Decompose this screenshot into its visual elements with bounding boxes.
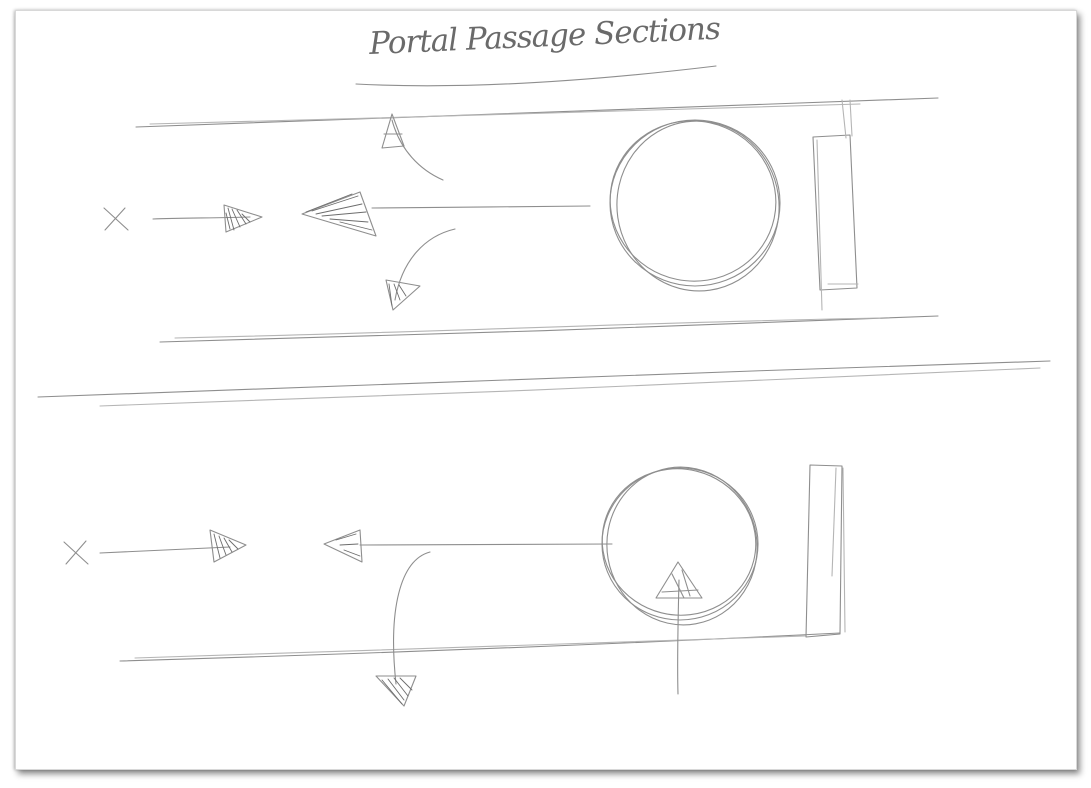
upper-barrier-plate (812, 99, 859, 311)
upper-top-wall (135, 97, 939, 128)
lower-bottom-wall-stroke2 (134, 635, 806, 659)
lower-start-path (99, 546, 231, 554)
upper-start-path (152, 216, 251, 220)
lower-right-arrow-icon (209, 529, 247, 563)
lower-portal-circle (601, 466, 759, 626)
title-underline (355, 65, 717, 87)
lower-down-arrow-icon (375, 675, 417, 707)
upper-right-arrow-icon (223, 204, 263, 233)
upper-bottom-wall (159, 315, 939, 343)
lower-incoming-ray (359, 543, 613, 546)
section-divider-stroke2 (99, 367, 1041, 407)
section-divider (37, 360, 1051, 398)
lower-section: X (63, 464, 846, 707)
upper-portal-circle (609, 119, 781, 292)
lower-left-arrow-icon (323, 529, 363, 563)
lower-start-x-marker (63, 540, 89, 565)
upper-up-arrow-icon (381, 113, 405, 149)
lower-up-arrow-icon (655, 561, 703, 599)
lower-up-path (677, 579, 680, 695)
upper-section: X (103, 97, 939, 343)
upper-start-x-marker (103, 207, 129, 231)
upper-deflect-down-path (394, 228, 456, 301)
upper-down-arrow-icon (385, 279, 421, 311)
lower-deflect-down-path (393, 551, 431, 685)
upper-deflect-up-path (391, 119, 444, 181)
upper-left-arrow-icon (301, 191, 377, 237)
upper-bottom-wall-stroke2 (174, 317, 881, 339)
upper-top-wall-stroke2 (149, 103, 861, 125)
upper-incoming-ray (371, 205, 591, 209)
lower-barrier-plate (805, 464, 846, 638)
